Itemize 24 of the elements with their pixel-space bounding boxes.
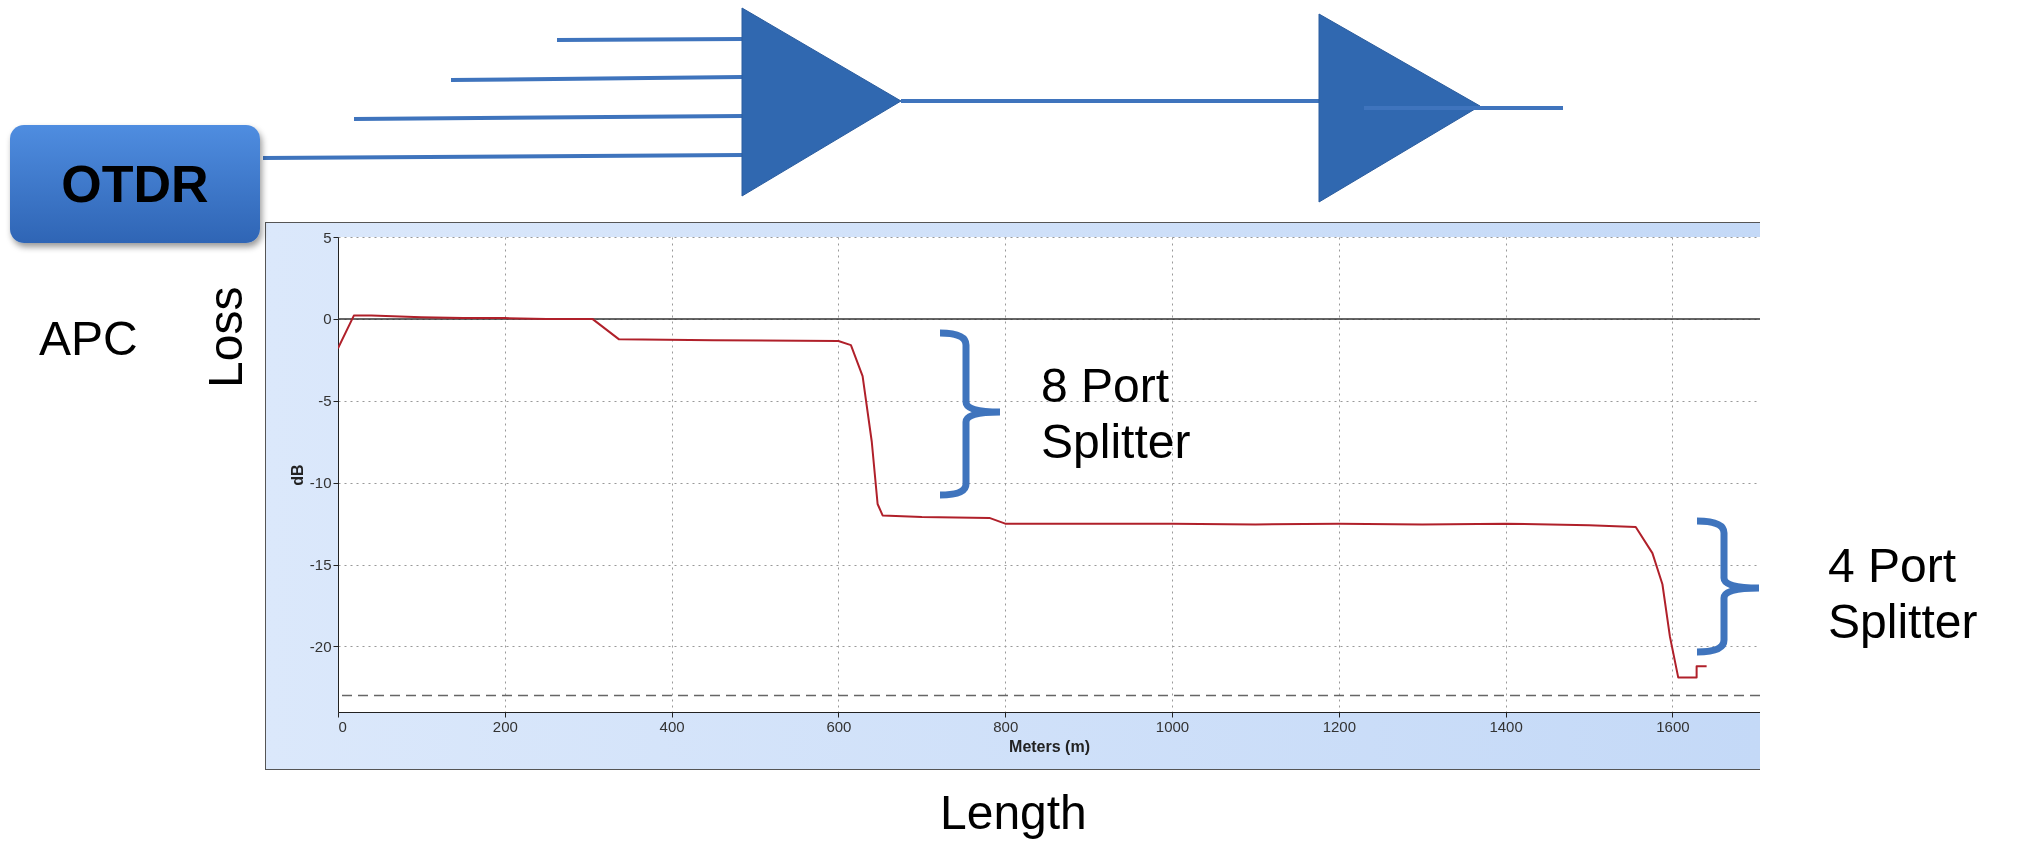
y-tick-label: 5 (323, 228, 332, 246)
text: OTDR (10, 125, 260, 243)
y-tick-label: -5 (318, 392, 332, 410)
text: Loss (198, 286, 253, 388)
x-tick-label: 1600 (1656, 717, 1690, 735)
y-tick-label: -20 (309, 637, 332, 655)
x-tick-label: 400 (659, 717, 685, 735)
y-axis-title: dB (288, 464, 306, 486)
text: Length (940, 785, 1087, 841)
x-axis-title: Meters (m) (1009, 737, 1090, 755)
y-tick-label: -10 (309, 474, 332, 492)
x-tick-label: 600 (826, 717, 852, 735)
x-tick-label: 1000 (1155, 717, 1190, 735)
x-tick-label: 0 (338, 717, 347, 735)
text: 4 Port Splitter (1828, 538, 1979, 650)
x-tick-label: 1400 (1489, 717, 1523, 735)
annotation: 8 Port Splitter (1041, 358, 1192, 470)
y-tick-label: 0 (323, 310, 332, 328)
y-tick-label: -15 (309, 556, 332, 574)
text: APC (39, 311, 138, 367)
x-tick-label: 200 (492, 717, 518, 735)
line-series (338, 314, 1708, 679)
x-tick-label: 800 (993, 717, 1019, 735)
x-tick-label: 1200 (1322, 717, 1357, 735)
